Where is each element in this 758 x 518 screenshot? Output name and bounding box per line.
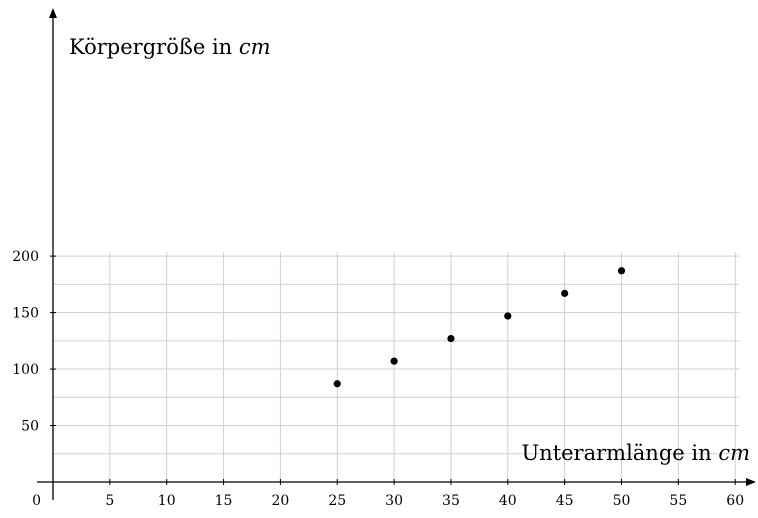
x-tick-label: 45 (556, 493, 574, 509)
y-tick-label: 200 (12, 249, 39, 265)
y-axis-title-text: Körpergröße in (69, 35, 232, 59)
x-axis-arrow (746, 478, 756, 486)
x-tick-label: 35 (442, 493, 460, 509)
x-tick-label: 30 (385, 493, 403, 509)
data-point (504, 312, 512, 320)
x-axis-title-text: Unterarmlänge in (521, 441, 711, 465)
y-tick-label: 150 (12, 306, 39, 322)
ticks: 5 10 15 20 25 30 35 40 45 50 55 60 50 100 150 200 (12, 249, 744, 509)
y-axis-unit: cm (239, 35, 271, 59)
grid (53, 252, 740, 482)
x-tick-label: 25 (328, 493, 346, 509)
x-tick-label: 20 (271, 493, 289, 509)
data-point (333, 380, 341, 388)
x-axis-unit: cm (718, 441, 750, 465)
y-tick-label: 100 (12, 362, 39, 378)
y-axis-title: Körpergröße in cm (69, 35, 271, 59)
data-point (561, 289, 569, 297)
origin-label: 0 (32, 493, 41, 509)
x-axis-title: Unterarmlänge in cm (521, 441, 750, 465)
y-tick-label: 50 (21, 419, 39, 435)
x-tick-label: 5 (105, 493, 114, 509)
data-point (390, 357, 398, 365)
axes (37, 8, 756, 500)
data-points (333, 267, 626, 388)
x-tick-label: 40 (499, 493, 517, 509)
x-tick-label: 10 (158, 493, 176, 509)
y-axis-arrow (49, 8, 57, 18)
x-tick-label: 15 (215, 493, 233, 509)
x-tick-label: 60 (726, 493, 744, 509)
data-point (617, 267, 626, 275)
x-tick-label: 50 (613, 493, 631, 509)
data-point (447, 334, 455, 343)
x-tick-label: 55 (669, 493, 687, 509)
